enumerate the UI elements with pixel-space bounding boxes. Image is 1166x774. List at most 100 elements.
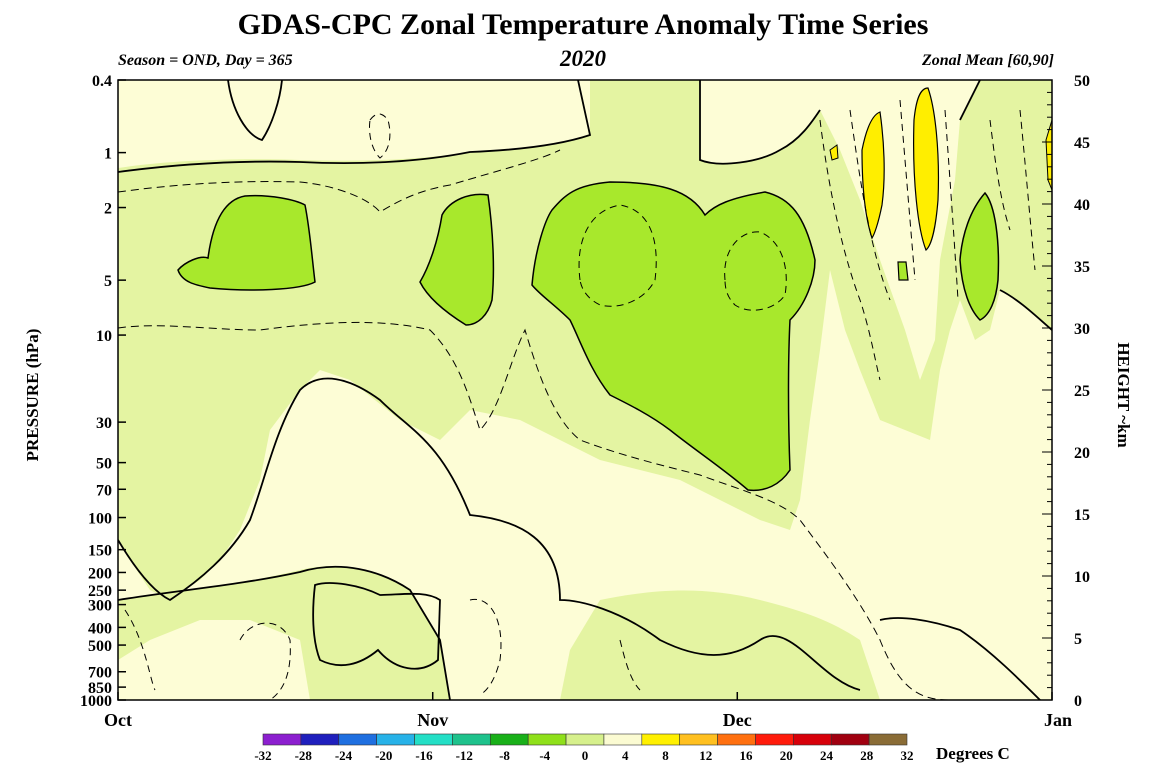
height-tick-label: 50 <box>1074 73 1090 90</box>
zero-contour-mid <box>118 377 861 691</box>
colorbar-tick-label: -20 <box>375 748 392 763</box>
region-neg8-neg4-late-dec <box>959 191 1000 321</box>
time-tick-label: Oct <box>104 710 132 730</box>
height-tick-label: 45 <box>1074 135 1090 152</box>
colorbar-swatch <box>452 733 491 746</box>
neg8-contour-inner <box>578 204 787 311</box>
neg4-contour-trop <box>124 113 641 700</box>
colorbar-swatch <box>376 733 415 746</box>
pressure-tick-label: 100 <box>88 511 112 528</box>
colorbar-swatch <box>262 733 302 746</box>
colorbar-tick-label: -12 <box>456 748 473 763</box>
colorbar-swatch <box>414 733 453 746</box>
pressure-tick-label: 30 <box>96 415 112 432</box>
colorbar-tick-label: 12 <box>699 748 712 763</box>
region-neg8-neg4-early-oct <box>177 194 316 291</box>
neg4-contour-bands <box>819 99 1036 381</box>
colorbar-tick-label: 24 <box>820 748 834 763</box>
pressure-tick-label: 0.4 <box>92 73 112 90</box>
colorbar-tick-label: -32 <box>254 748 271 763</box>
height-tick-label: 0 <box>1074 693 1082 710</box>
pressure-tick-label: 1 <box>104 146 112 163</box>
zero-contour-upper <box>118 80 592 173</box>
pressure-tick-label: 150 <box>88 543 112 560</box>
colorbar-swatch <box>868 733 908 746</box>
height-tick-label: 10 <box>1074 569 1090 586</box>
anomaly-fill-regions <box>118 80 1052 700</box>
height-tick-label: 20 <box>1074 445 1090 462</box>
height-axis: 0 5 10 15 20 25 30 35 40 45 50 <box>1042 73 1090 710</box>
pressure-tick-label: 400 <box>88 620 112 637</box>
zero-contour-oct-blob <box>227 80 283 142</box>
region-neg4-0-lowlevel <box>560 590 880 700</box>
season-subtitle: Season = OND, Day = 365 <box>118 52 293 69</box>
height-tick-label: 40 <box>1074 197 1090 214</box>
pressure-tick-label: 200 <box>88 565 112 582</box>
pressure-tick-label: 700 <box>88 665 112 682</box>
zero-contour-lower <box>118 565 451 700</box>
colorbar-tick-label: 4 <box>622 748 629 763</box>
colorbar-swatch <box>565 733 605 746</box>
colorbar-swatch <box>489 733 529 746</box>
colorbar-tick-label: -4 <box>539 748 550 763</box>
region-neg8-neg4-late-oct <box>419 193 495 326</box>
colorbar-swatch <box>793 733 832 746</box>
pressure-tick-label: 850 <box>88 680 112 697</box>
colorbar-swatch <box>300 733 340 746</box>
colorbar-tick-label: 0 <box>582 748 589 763</box>
colorbar-swatch <box>830 733 870 746</box>
height-tick-label: 5 <box>1074 631 1082 648</box>
colorbar-swatch <box>679 733 718 746</box>
colorbar-tick-label: 32 <box>901 748 914 763</box>
pressure-tick-label: 1000 <box>80 693 112 710</box>
region-neg8-neg4-nov-dec <box>531 181 816 492</box>
colorbar-tick-label: 28 <box>860 748 874 763</box>
colorbar-swatch <box>338 733 377 746</box>
colorbar-swatch <box>717 733 756 746</box>
neg4-contour-upper <box>118 149 561 213</box>
pressure-tick-label: 5 <box>104 273 112 290</box>
height-tick-label: 15 <box>1074 507 1090 524</box>
height-tick-label: 25 <box>1074 383 1090 400</box>
pressure-tick-label: 300 <box>88 598 112 615</box>
time-tick-label: Jan <box>1044 710 1072 730</box>
colorbar-tick-label: 16 <box>740 748 754 763</box>
height-tick-label: 35 <box>1074 259 1090 276</box>
pressure-tick-label: 2 <box>104 201 112 218</box>
colorbar-tick-label: -16 <box>415 748 433 763</box>
pressure-tick-label: 250 <box>88 583 112 600</box>
year-subtitle: 2020 <box>560 46 606 71</box>
region-neg8-neg4-dec-small <box>897 261 909 281</box>
region-4-8-mid-dec <box>861 111 885 240</box>
zonal-mean-subtitle: Zonal Mean [60,90] <box>922 52 1054 69</box>
colorbar-tick-label: -28 <box>295 748 313 763</box>
colorbar-unit-label: Degrees C <box>936 744 1010 763</box>
colorbar-swatch <box>641 733 681 746</box>
colorbar-tick-label: -8 <box>499 748 510 763</box>
height-tick-label: 30 <box>1074 321 1090 338</box>
time-tick-label: Nov <box>417 710 448 730</box>
time-tick-label: Dec <box>723 710 752 730</box>
colorbar-tick-label: -24 <box>335 748 353 763</box>
chart-title: GDAS-CPC Zonal Temperature Anomaly Time … <box>237 8 929 41</box>
region-4-8-tiny <box>829 144 839 161</box>
colorbar: -32 -28 -24 -20 -16 -12 -8 -4 0 4 8 12 16 20 24 28 32 <box>254 733 914 763</box>
time-axis: Oct Nov Dec Jan <box>104 692 1072 730</box>
pressure-tick-label: 500 <box>88 638 112 655</box>
zero-contour-right <box>699 80 1052 700</box>
zero-contour-lower-blob <box>312 582 441 670</box>
colorbar-swatch <box>603 733 643 746</box>
pressure-tick-label: 50 <box>96 456 112 473</box>
region-4-8-late-dec <box>913 87 940 251</box>
colorbar-swatch <box>527 733 567 746</box>
pressure-tick-label: 70 <box>96 482 112 499</box>
colorbar-tick-label: 20 <box>780 748 793 763</box>
colorbar-swatch <box>755 733 794 746</box>
pressure-tick-label: 10 <box>96 328 112 345</box>
region-neg4-0-troposphere <box>118 566 450 700</box>
neg4-contour-lower <box>118 321 951 700</box>
colorbar-tick-label: 8 <box>662 748 669 763</box>
